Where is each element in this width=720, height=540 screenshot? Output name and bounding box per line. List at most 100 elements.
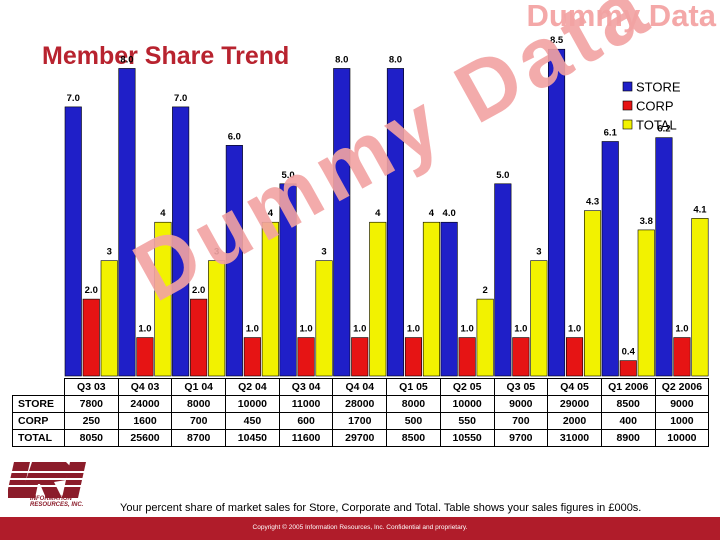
bar-value-label: 4 xyxy=(160,208,166,219)
table-cell: 1600 xyxy=(117,412,173,430)
table-row-label: TOTAL xyxy=(12,429,65,447)
bar-total xyxy=(208,260,226,377)
bar-value-label: 1.0 xyxy=(675,324,688,335)
table-column-header: Q2 2006 xyxy=(654,378,710,396)
bar-store xyxy=(279,183,297,377)
table-cell: 2000 xyxy=(547,412,602,430)
table-cell: 8500 xyxy=(386,429,441,447)
bar-store xyxy=(547,48,566,377)
bar-value-label: 1.0 xyxy=(407,324,420,335)
bar-store xyxy=(64,106,82,377)
table-column-header: Q2 05 xyxy=(439,378,495,396)
table-header-row: Q3 03 Q4 03 Q1 04 Q2 04 Q3 04 Q4 04 Q1 05 Q2 05… xyxy=(12,378,710,396)
table-cell: 29000 xyxy=(547,395,602,413)
bar-value-label: 1.0 xyxy=(353,324,366,335)
dummy-data-watermark-top: Dummy Data xyxy=(526,0,717,33)
table-corner xyxy=(12,378,65,396)
bar-value-label: 8.5 xyxy=(550,35,564,46)
bar-store xyxy=(118,68,136,377)
bar-store xyxy=(386,68,405,377)
iri-logo xyxy=(8,462,98,498)
bar-value-label: 0.4 xyxy=(622,347,636,358)
table-cell: 29700 xyxy=(332,429,388,447)
bar-total xyxy=(315,260,333,377)
table-column-header: Q3 04 xyxy=(278,378,334,396)
bar-value-label: 5.0 xyxy=(281,170,294,181)
bar-value-label: 4.1 xyxy=(693,204,707,215)
bar-store xyxy=(333,68,351,377)
bar-total xyxy=(154,221,172,377)
bar-corp xyxy=(404,337,423,377)
bar-total xyxy=(422,221,441,377)
bar-value-label: 1.0 xyxy=(246,324,259,335)
bar-corp xyxy=(458,337,476,377)
bar-store xyxy=(172,106,190,377)
table-cell: 31000 xyxy=(547,429,602,447)
table-cell: 1700 xyxy=(332,412,388,430)
table-row-label: STORE xyxy=(12,395,65,413)
bar-corp xyxy=(297,337,315,377)
bar-total xyxy=(691,218,709,377)
bar-value-label: 1.0 xyxy=(568,324,581,335)
bar-total xyxy=(100,260,118,377)
table-cell: 600 xyxy=(278,412,334,430)
table-row: STORE 7800 24000 8000 10000 11000 28000 8000 100… xyxy=(12,395,710,413)
table-cell: 8700 xyxy=(171,429,227,447)
logo-line-1: INFORMATION xyxy=(30,496,72,502)
bar-value-label: 7.0 xyxy=(174,93,187,104)
table-cell: 10000 xyxy=(654,429,710,447)
bar-value-label: 6.1 xyxy=(604,127,618,138)
table-row-label: CORP xyxy=(12,412,65,430)
legend-swatch-store xyxy=(622,81,633,92)
bar-value-label: 8.0 xyxy=(335,54,348,65)
table-cell: 11600 xyxy=(278,429,334,447)
bar-value-label: 8.0 xyxy=(389,54,402,65)
bar-value-label: 4 xyxy=(375,208,381,219)
bar-value-label: 2.0 xyxy=(85,285,98,296)
legend-label-corp: CORP xyxy=(636,99,674,114)
table-cell: 1000 xyxy=(654,412,710,430)
table-cell: 250 xyxy=(64,412,119,430)
legend-label-store: STORE xyxy=(636,80,681,95)
bar-value-label: 5.0 xyxy=(496,170,509,181)
table-cell: 450 xyxy=(225,412,280,430)
legend-swatch-corp xyxy=(622,100,633,111)
bar-value-label: 1.0 xyxy=(514,324,527,335)
bar-corp xyxy=(512,337,530,377)
bar-value-label: 3 xyxy=(536,247,541,258)
chart-caption: Your percent share of market sales for S… xyxy=(120,502,642,514)
bar-corp xyxy=(190,298,208,377)
bar-value-label: 8.0 xyxy=(120,54,133,65)
table-row: CORP 250 1600 700 450 600 1700 500 550 700 2000 400… xyxy=(12,412,710,430)
bar-total xyxy=(369,221,387,377)
table-column-header: Q1 04 xyxy=(171,378,227,396)
table-cell: 500 xyxy=(386,412,441,430)
table-cell: 700 xyxy=(493,412,549,430)
table-cell: 28000 xyxy=(332,395,388,413)
bar-store xyxy=(494,183,512,377)
table-column-header: Q4 04 xyxy=(332,378,388,396)
table-cell: 10450 xyxy=(225,429,280,447)
bar-corp xyxy=(565,337,584,377)
bar-value-label: 7.0 xyxy=(67,93,80,104)
table-cell: 11000 xyxy=(278,395,334,413)
bar-corp xyxy=(243,337,261,377)
table-cell: 8900 xyxy=(600,429,656,447)
legend-swatch-total xyxy=(622,119,633,130)
table-cell: 10550 xyxy=(439,429,495,447)
bar-value-label: 3.8 xyxy=(640,216,653,227)
table-cell: 9000 xyxy=(493,395,549,413)
sales-table: Q3 03 Q4 03 Q1 04 Q2 04 Q3 04 Q4 04 Q1 05 Q2 05… xyxy=(12,378,710,447)
table-cell: 8000 xyxy=(171,395,227,413)
table-cell: 8500 xyxy=(600,395,656,413)
bar-total xyxy=(530,260,548,377)
table-cell: 8050 xyxy=(64,429,119,447)
table-column-header: Q1 05 xyxy=(386,378,441,396)
bar-value-label: 3 xyxy=(214,247,219,258)
table-row: TOTAL 8050 25600 8700 10450 11600 29700 8500 105… xyxy=(12,429,710,447)
table-column-header: Q3 03 xyxy=(64,378,119,396)
table-cell: 7800 xyxy=(64,395,119,413)
bar-total xyxy=(476,298,494,377)
bar-corp xyxy=(619,360,637,377)
table-cell: 700 xyxy=(171,412,227,430)
